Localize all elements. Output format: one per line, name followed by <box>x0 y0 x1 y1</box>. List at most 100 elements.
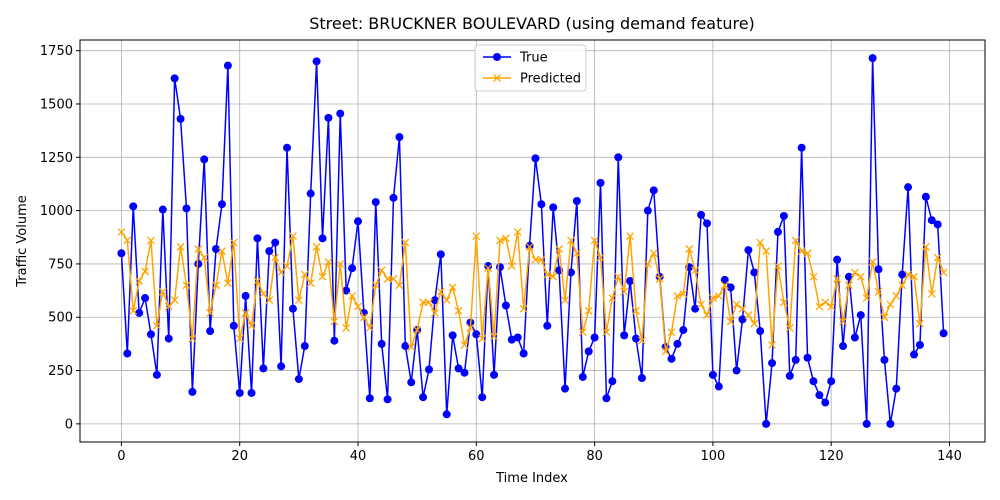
data-point <box>146 330 155 339</box>
data-point <box>265 247 274 256</box>
series-predicted <box>117 227 948 356</box>
data-point <box>135 277 144 285</box>
data-point <box>182 281 191 290</box>
data-point <box>673 291 682 300</box>
data-point <box>815 302 824 311</box>
data-point <box>129 202 138 211</box>
data-point <box>827 302 836 311</box>
data-point <box>679 326 688 335</box>
data-point <box>602 328 611 337</box>
y-tick-label: 500 <box>48 311 73 326</box>
data-point <box>702 219 711 228</box>
data-point <box>726 317 735 326</box>
data-point <box>566 268 575 277</box>
data-point <box>773 227 782 236</box>
data-point <box>223 279 232 288</box>
data-point <box>253 277 262 285</box>
data-point <box>898 281 907 290</box>
data-point <box>584 347 593 356</box>
data-point <box>850 333 859 342</box>
data-point <box>708 370 717 379</box>
data-point <box>348 291 357 300</box>
data-point <box>744 246 753 255</box>
data-point <box>324 113 333 122</box>
data-point <box>637 374 646 383</box>
data-point <box>779 298 788 307</box>
data-point <box>572 197 581 206</box>
data-point <box>750 268 759 277</box>
data-point <box>821 298 830 307</box>
data-point <box>549 203 558 212</box>
data-point <box>614 272 623 281</box>
data-point <box>206 309 215 317</box>
data-point <box>182 204 191 213</box>
data-point <box>620 287 629 296</box>
data-point <box>229 321 238 330</box>
data-point <box>862 294 871 303</box>
data-point <box>241 309 250 317</box>
data-point <box>354 302 362 311</box>
data-point <box>815 391 824 400</box>
legend-item-predicted: Predicted <box>483 72 581 87</box>
data-point <box>874 287 883 296</box>
data-point <box>608 377 617 386</box>
data-point <box>933 220 942 229</box>
data-point <box>844 272 853 281</box>
y-tick-label: 1000 <box>40 204 73 219</box>
x-tick-label: 140 <box>937 449 962 464</box>
data-point <box>744 311 753 320</box>
data-point <box>300 342 309 351</box>
data-point <box>661 347 670 356</box>
data-point <box>324 257 333 266</box>
data-point <box>389 193 398 202</box>
data-point <box>910 350 919 359</box>
data-point <box>839 342 848 351</box>
data-point <box>419 298 428 307</box>
data-point <box>915 319 924 328</box>
data-point <box>472 232 481 241</box>
y-tick-label: 1750 <box>40 44 73 59</box>
legend-item-true: True <box>483 51 548 66</box>
data-point <box>555 245 564 253</box>
data-point <box>135 308 144 317</box>
data-point <box>750 319 759 328</box>
data-point <box>738 315 747 324</box>
data-point <box>566 236 575 245</box>
data-point <box>259 289 268 298</box>
legend: True Predicted <box>474 44 587 92</box>
data-point <box>436 287 445 296</box>
data-point <box>147 236 155 245</box>
data-point <box>342 323 351 332</box>
data-point <box>235 388 244 397</box>
data-point <box>762 247 771 256</box>
data-point <box>478 334 487 343</box>
data-point <box>413 326 422 334</box>
data-point <box>383 274 392 283</box>
data-point <box>632 306 640 315</box>
data-point <box>496 236 504 245</box>
data-point <box>531 255 540 264</box>
data-point <box>886 419 895 428</box>
data-point <box>354 217 363 226</box>
data-point <box>803 353 812 362</box>
legend-marker <box>493 53 501 61</box>
data-point <box>283 143 292 152</box>
data-point <box>685 245 694 253</box>
data-point <box>454 306 463 315</box>
series-layer <box>117 54 948 428</box>
data-point <box>247 388 256 397</box>
data-point <box>714 291 723 300</box>
legend-label: Predicted <box>520 72 581 87</box>
data-point <box>703 311 711 320</box>
data-point <box>880 355 889 364</box>
data-point <box>365 394 374 403</box>
data-point <box>531 154 540 163</box>
data-point <box>708 294 717 303</box>
data-point <box>898 270 907 279</box>
data-point <box>785 371 794 380</box>
data-point <box>306 189 315 198</box>
data-point <box>637 336 646 345</box>
data-point <box>259 364 268 373</box>
data-point <box>141 294 150 303</box>
data-point <box>880 313 889 322</box>
